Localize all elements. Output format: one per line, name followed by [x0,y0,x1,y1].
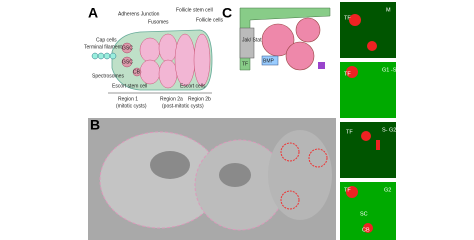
panel-c: C Jak/ Stat TF BMP [222,5,331,71]
fusome [280,142,300,162]
region: (post-mitotic cysts) [162,103,204,109]
nucleus [219,163,251,187]
image-label: G1 -S [382,67,397,73]
annotation: GSC [122,59,133,65]
cell [295,17,321,43]
cell [268,130,332,220]
image-label: SC [360,211,368,217]
annotation: BMP [263,58,275,64]
panel-d: D TF M TF G1 -S TF S- G2 TF G2 SC CB [340,2,397,240]
fusome [308,148,328,168]
cap-cell [239,27,255,59]
annotation: Cap cells [96,37,117,43]
receptor [261,55,279,66]
annotation: CB [133,69,141,75]
annotation: Follicle cells [196,17,223,23]
niche [239,7,331,71]
panel-label: B [90,117,100,133]
image-label: G2 [384,187,391,193]
annotation: Fusomes [148,19,169,25]
annotation: Escort stem cell [112,83,147,89]
image-label: TF [344,71,351,77]
nucleus [150,151,190,179]
image-label: CB [362,227,370,233]
image-label: TF [344,187,351,193]
cb [132,67,142,77]
panel-label: A [88,5,98,21]
panel-b: B [88,117,336,240]
stain [346,14,380,233]
annotation: TF [242,61,248,67]
region: (mitotic cysts) [116,103,147,109]
annotation: GSC [122,45,133,51]
region: Region 2a [160,96,183,102]
image-label: S- G2 [382,127,396,133]
gsc [121,56,133,68]
cell [285,41,315,71]
terminal-filament [91,52,117,60]
annotation: Follicle stem cell [176,7,213,13]
annotation: Terminal filament [84,44,122,50]
image-label: M [386,7,391,13]
image-label: TF [346,129,353,135]
marker [318,62,325,69]
panel-label: C [222,5,232,21]
cysts [139,33,211,89]
region: Region 2b [188,96,211,102]
region: Region 1 [118,96,138,102]
annotation: Adherens Junction [118,11,160,17]
gsc [121,42,133,54]
annotation: Escort cells [180,83,206,89]
annotation: Spectrosomes [92,73,124,79]
panel-a: A Adherens Junction Fusomes Follicle ste… [84,5,223,110]
fusome [280,190,300,210]
annotation: Jak/ Stat [242,37,262,43]
image-label: TF [344,15,351,21]
micrograph [340,122,396,178]
